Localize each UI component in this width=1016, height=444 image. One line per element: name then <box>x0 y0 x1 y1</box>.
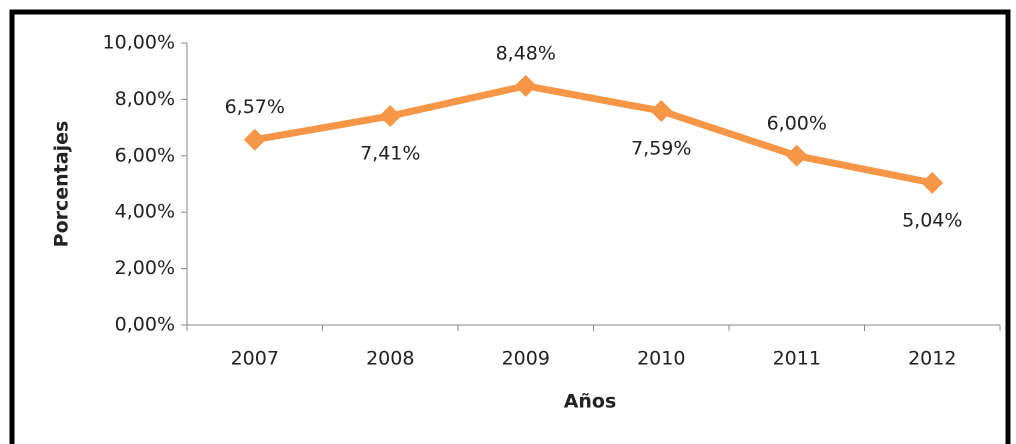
x-tick-label: 2007 <box>231 348 279 370</box>
x-axis-label: Años <box>564 391 617 413</box>
x-tick-label: 2011 <box>773 348 821 370</box>
marker <box>379 105 402 128</box>
data-label: 7,41% <box>360 143 420 165</box>
data-label: 8,48% <box>496 42 556 64</box>
marker <box>650 99 673 122</box>
series-line <box>254 82 933 187</box>
marker <box>785 144 808 167</box>
frame <box>9 9 1011 444</box>
x-tick-label: 2010 <box>637 348 685 370</box>
y-tick-label: 2,00% <box>115 257 175 279</box>
data-label: 5,04% <box>902 209 962 231</box>
y-tick-label: 10,00% <box>103 32 175 54</box>
data-label: 6,00% <box>767 112 827 134</box>
marker <box>514 74 537 97</box>
y-tick-label: 6,00% <box>115 144 175 166</box>
y-axis-label: Porcentajes <box>51 121 73 248</box>
x-tick-label: 2009 <box>502 348 550 370</box>
y-tick-label: 8,00% <box>115 88 175 110</box>
y-tick-label: 0,00% <box>115 314 175 336</box>
x-tick-label: 2008 <box>366 348 414 370</box>
data-label: 6,57% <box>225 96 285 118</box>
x-tick-label: 2012 <box>908 348 956 370</box>
marker <box>921 171 944 194</box>
marker <box>243 128 266 151</box>
data-label: 7,59% <box>631 137 691 159</box>
y-tick-label: 4,00% <box>115 201 175 223</box>
